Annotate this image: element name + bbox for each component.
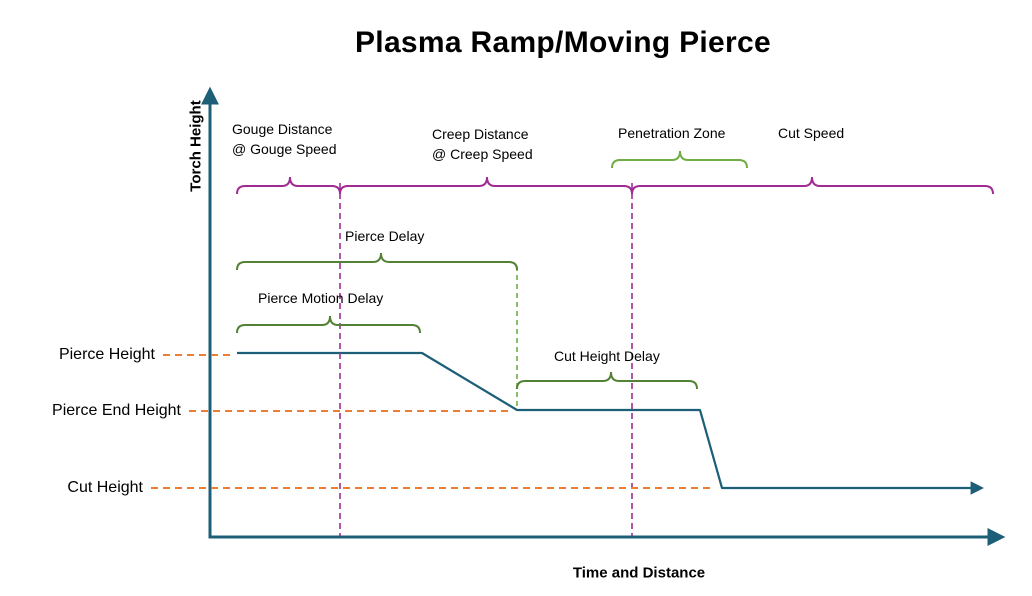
penetration-zone-brace (611, 150, 748, 169)
cut-speed-brace (631, 176, 994, 195)
creep-distance-label-line2: @ Creep Speed (432, 146, 533, 162)
penetration-zone-label: Penetration Zone (618, 125, 726, 141)
y-axis-label: Torch Height (187, 100, 205, 192)
creep-distance-brace (339, 176, 633, 195)
torch-height-curve (237, 351, 985, 495)
pierce-delay-brace (236, 252, 518, 271)
diagram-title: Plasma Ramp/Moving Pierce (355, 26, 771, 59)
pierce-delay-label: Pierce Delay (345, 228, 425, 244)
gouge-distance-brace (236, 176, 341, 195)
gouge-distance-label-line2: @ Gouge Speed (232, 141, 337, 157)
pierce-motion-delay-brace (236, 315, 421, 334)
cut-height-label: Cut Height (67, 479, 143, 496)
cut-height-delay-brace (516, 371, 698, 390)
creep-distance-label-line1: Creep Distance (432, 126, 529, 142)
creep-distance-label: Creep Distance @ Creep Speed (432, 124, 533, 164)
pierce-motion-delay-label: Pierce Motion Delay (258, 290, 384, 306)
pierce-end-height-label: Pierce End Height (52, 402, 181, 419)
x-axis-label: Time and Distance (572, 564, 706, 582)
gouge-distance-label: Gouge Distance @ Gouge Speed (232, 119, 337, 159)
cut-height-delay-label: Cut Height Delay (554, 348, 660, 364)
cut-speed-label: Cut Speed (778, 125, 845, 141)
axes-lines (201, 86, 1006, 546)
pierce-height-label: Pierce Height (58, 346, 155, 363)
gouge-distance-label-line1: Gouge Distance (232, 121, 333, 137)
